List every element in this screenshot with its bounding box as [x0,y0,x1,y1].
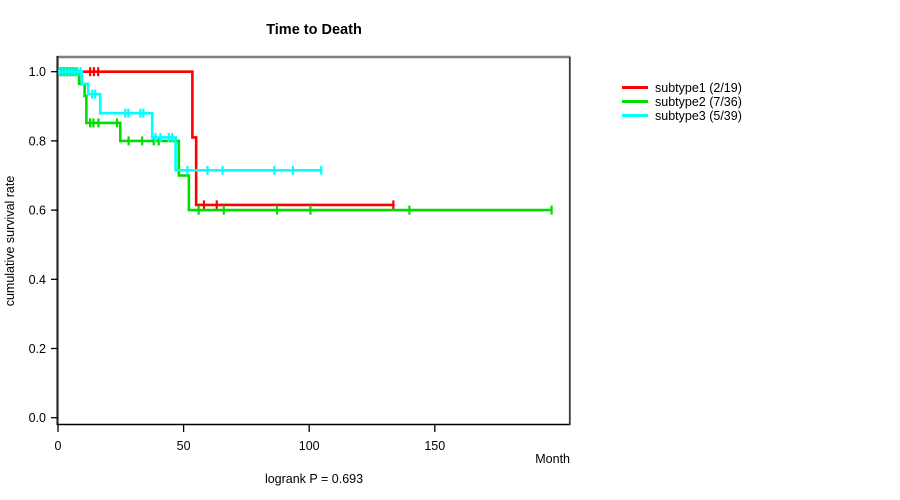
legend: subtype1 (2/19) subtype2 (7/36) subtype3… [622,81,742,123]
y-axis-tick-label: 0.6 [29,204,46,218]
plot-box [56,55,571,426]
legend-label-subtype2: subtype2 (7/36) [655,95,742,109]
logrank-p-value: logrank P = 0.693 [265,472,363,486]
y-axis-tick-label: 0.0 [29,411,46,425]
km-curve-subtype2 [58,70,552,212]
x-axis-title: Month [535,452,570,466]
y-axis-tick-label: 0.4 [29,273,46,287]
x-axis-tick-label: 100 [299,439,320,453]
legend-label-subtype3: subtype3 (5/39) [655,109,742,123]
y-axis-tick-label: 0.2 [29,342,46,356]
y-axis-tick-label: 1.0 [29,65,46,79]
legend-label-subtype1: subtype1 (2/19) [655,81,742,95]
x-axis-tick-label: 0 [55,439,62,453]
km-curve-subtype1 [58,70,395,207]
x-axis-tick-label: 150 [424,439,445,453]
y-axis-tick-label: 0.8 [29,134,46,148]
plot-title: Time to Death [266,22,362,38]
km-curve-subtype3 [58,70,322,172]
y-axis-title: cumulative survival rate [3,176,17,307]
x-axis-tick-label: 50 [177,439,191,453]
